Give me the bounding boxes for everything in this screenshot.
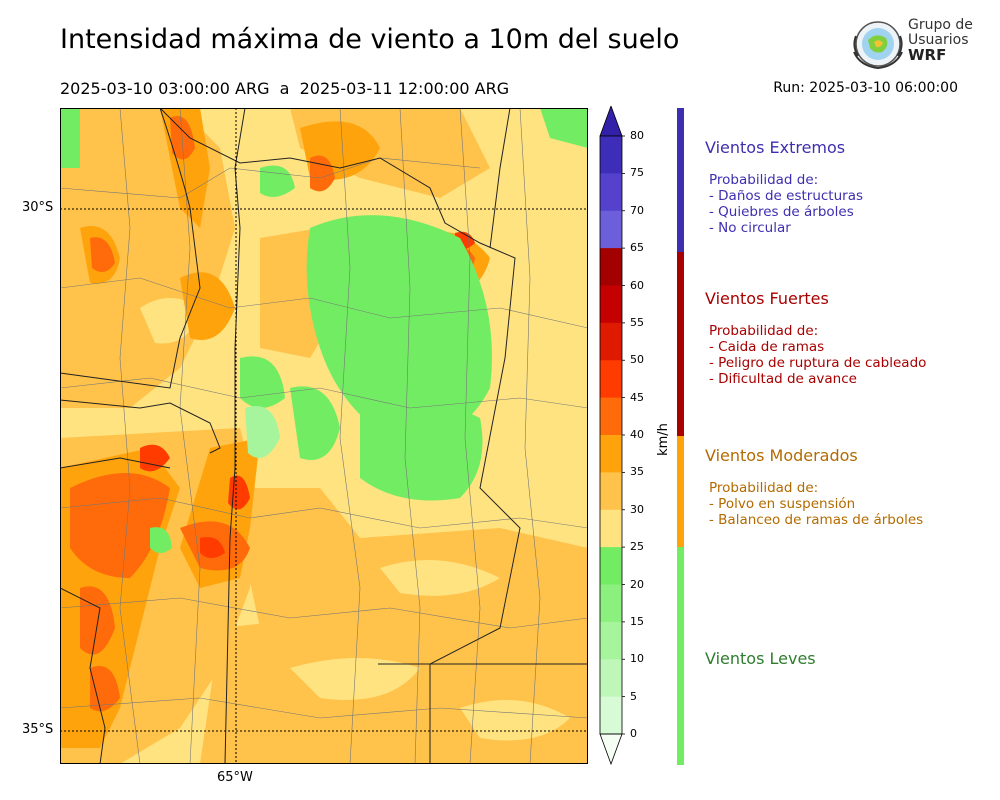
colorbar-tick-label: 50 — [630, 353, 644, 367]
colorbar-tick-label: 15 — [630, 614, 644, 628]
colorbar — [599, 106, 625, 766]
category-intro: Probabilidad de: — [709, 480, 819, 496]
colorbar-tick-label: 40 — [630, 428, 644, 441]
logo-text: Grupo de Usuarios WRF — [908, 18, 973, 64]
colorbar-tick-label: 60 — [630, 278, 644, 292]
map-frame — [60, 108, 588, 764]
colorbar-extend-top — [599, 106, 623, 137]
date-range: 2025-03-10 03:00:00 ARG a 2025-03-11 12:… — [60, 79, 510, 98]
category-intro: Probabilidad de: — [709, 172, 819, 188]
wrf-logo-icon — [853, 21, 903, 70]
lon-label-65w: 65°W — [217, 770, 253, 785]
colorbar-tick-label: 20 — [630, 577, 644, 591]
category-bar-moderados — [677, 436, 684, 547]
category-bar-extremos — [677, 108, 684, 252]
colorbar-band — [600, 696, 622, 735]
wind-map — [60, 108, 588, 764]
category-item: - Daños de estructuras — [709, 188, 864, 204]
colorbar-tick-label: 75 — [630, 166, 644, 180]
colorbar-tick-label: 80 — [630, 129, 644, 142]
category-bar — [677, 108, 684, 765]
category-item: - Dificultad de avance — [709, 371, 857, 387]
lat-label-35s: 35°S — [22, 722, 54, 737]
colorbar-tick-label: 65 — [630, 241, 644, 255]
category-title-leves: Vientos Leves — [705, 649, 816, 668]
graticule — [60, 108, 588, 764]
colorbar-tick-label: 45 — [630, 390, 644, 404]
colorbar-band — [600, 322, 622, 361]
run-time: Run: 2025-03-10 06:00:00 — [773, 80, 958, 96]
colorbar-band — [600, 285, 622, 324]
category-bar-leves — [677, 547, 684, 765]
category-list-moderados: Probabilidad de: - Polvo en suspensión -… — [709, 480, 923, 528]
category-item: - Balanceo de ramas de árboles — [709, 512, 924, 528]
colorbar-extend-bottom — [599, 733, 623, 766]
colorbar-tick-label: 30 — [630, 502, 644, 516]
colorbar-band — [600, 173, 622, 212]
colorbar-band — [600, 509, 622, 548]
colorbar-band — [600, 248, 622, 286]
category-item: - No circular — [709, 220, 791, 236]
colorbar-band — [600, 435, 622, 473]
logo-line-1: Grupo de — [908, 17, 973, 33]
category-item: - Quiebres de árboles — [709, 204, 854, 220]
category-title-moderados: Vientos Moderados — [705, 446, 858, 465]
colorbar-tick-label: 55 — [630, 315, 644, 329]
category-item: - Caida de ramas — [709, 339, 825, 355]
colorbar-band — [600, 547, 622, 585]
province-borders — [60, 108, 588, 764]
colorbar-tick-label: 5 — [630, 689, 637, 703]
colorbar-band — [600, 397, 622, 436]
logo-line-2: Usuarios — [908, 32, 969, 48]
category-list-fuertes: Probabilidad de: - Caida de ramas - Peli… — [709, 323, 926, 387]
colorbar-band — [600, 584, 622, 623]
colorbar-unit: km/h — [655, 423, 671, 456]
wind-band-15-20 — [245, 406, 280, 458]
colorbar-tick-label: 0 — [630, 727, 637, 740]
category-title-fuertes: Vientos Fuertes — [705, 289, 829, 308]
colorbar-band — [600, 621, 622, 660]
category-item: - Peligro de ruptura de cableado — [709, 355, 927, 371]
colorbar-tick-label: 10 — [630, 652, 644, 666]
category-item: - Polvo en suspensión — [709, 496, 856, 512]
colorbar-band — [600, 472, 622, 511]
colorbar-band — [600, 136, 622, 174]
category-intro: Probabilidad de: — [709, 323, 819, 339]
lat-label-30s: 30°S — [22, 200, 54, 215]
category-bar-fuertes — [677, 252, 684, 436]
category-title-extremos: Vientos Extremos — [705, 138, 846, 157]
wind-band-45-50 — [140, 231, 475, 558]
colorbar-tick-label: 25 — [630, 540, 644, 554]
wind-band-20-25 — [60, 108, 588, 553]
colorbar-band — [600, 659, 622, 698]
colorbar-tick-label: 70 — [630, 203, 644, 217]
logo-line-3: WRF — [908, 46, 947, 64]
colorbar-tick-label: 35 — [630, 465, 644, 479]
colorbar-band — [600, 360, 622, 399]
map-title: Intensidad máxima de viento a 10m del su… — [60, 24, 680, 55]
category-list-extremos: Probabilidad de: - Daños de estructuras … — [709, 172, 863, 236]
colorbar-band — [600, 210, 622, 249]
department-borders — [60, 108, 588, 764]
